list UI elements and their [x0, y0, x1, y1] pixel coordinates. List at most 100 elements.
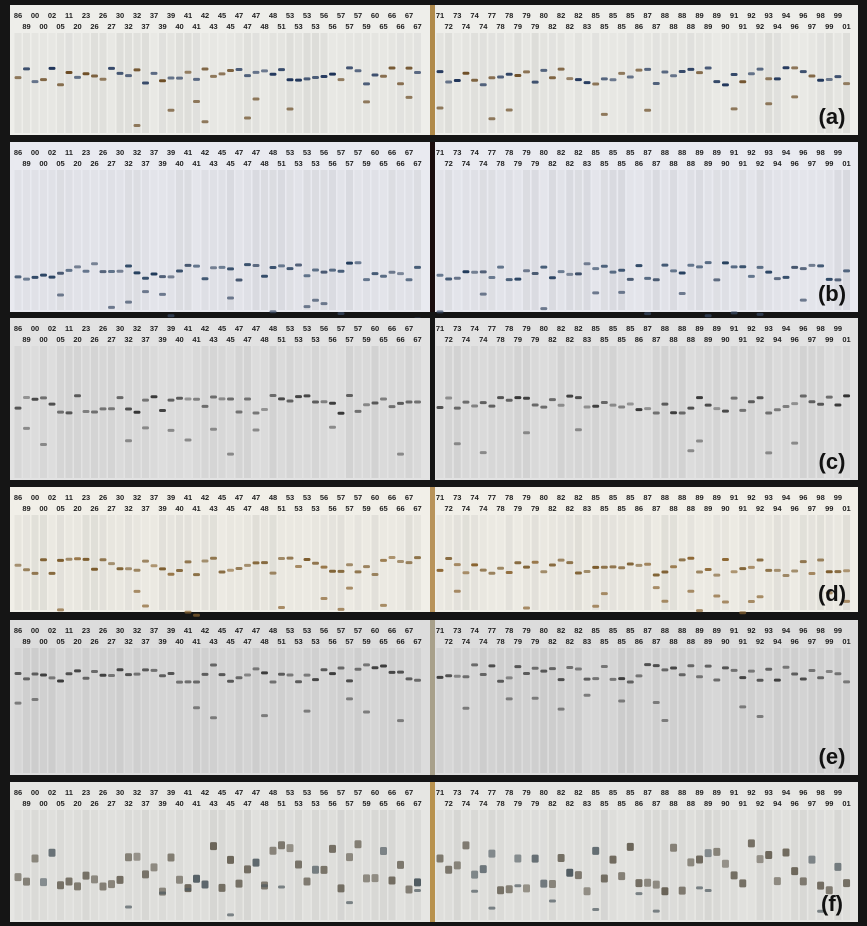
lane-label: 20: [73, 22, 81, 31]
band: [252, 264, 260, 268]
lane-label: 42: [201, 11, 209, 20]
band: [661, 887, 669, 896]
lane-label: 91: [739, 159, 747, 168]
band: [462, 400, 470, 404]
band: [388, 66, 396, 70]
lane-label: 82: [566, 159, 574, 168]
lane-label: 66: [388, 626, 396, 635]
band: [808, 571, 816, 575]
lane-streak: [295, 170, 302, 310]
lane-streak: [497, 33, 505, 133]
band: [557, 403, 565, 407]
band: [817, 264, 825, 268]
band: [159, 567, 166, 571]
band: [388, 876, 396, 885]
lane-streak: [739, 810, 746, 920]
lane-label: 96: [799, 324, 807, 333]
lane-label: 00: [31, 148, 39, 157]
lane-label: 79: [514, 504, 522, 513]
band: [730, 396, 738, 400]
lane-label: 74: [470, 788, 479, 797]
band: [312, 268, 319, 272]
lane-label: 47: [235, 493, 243, 502]
lane-label: 82: [557, 626, 565, 635]
band: [218, 673, 226, 677]
lane-streak: [747, 346, 755, 478]
lane-streak: [679, 515, 686, 610]
band: [696, 570, 703, 574]
band: [414, 265, 421, 269]
band: [765, 270, 773, 274]
band: [488, 404, 496, 408]
band: [479, 401, 487, 405]
lane-label: 56: [320, 493, 328, 502]
band: [497, 566, 505, 570]
band: [252, 858, 260, 867]
lane-streak: [151, 648, 158, 773]
lane-label: 78: [496, 335, 504, 344]
band: [592, 82, 600, 86]
lane-label: 53: [311, 799, 319, 808]
band: [346, 563, 353, 567]
lane-label: 37: [141, 159, 149, 168]
lane-streak: [453, 346, 461, 478]
lane-label: 88: [687, 22, 695, 31]
lane-label: 89: [22, 504, 30, 513]
lane-label: 88: [687, 637, 695, 646]
band: [505, 676, 513, 680]
lane-streak: [653, 515, 660, 610]
band: [176, 875, 183, 884]
band: [210, 716, 217, 720]
band: [82, 676, 90, 680]
lane-streak: [618, 170, 626, 310]
lane-label: 57: [354, 324, 362, 333]
lane-streak: [696, 515, 703, 610]
lane-label: 37: [150, 788, 158, 797]
band: [57, 608, 64, 612]
lane-label: 91: [730, 324, 738, 333]
lane-label: 30: [116, 493, 124, 502]
band: [150, 863, 158, 872]
lane-label: 78: [496, 637, 504, 646]
lane-label: 94: [782, 788, 791, 797]
lane-streak: [414, 346, 421, 478]
lane-streak: [337, 648, 345, 773]
lane-streak: [244, 810, 251, 920]
lane-streak: [445, 170, 453, 310]
lane-streak: [609, 346, 617, 478]
lane-streak: [592, 515, 600, 610]
band: [23, 67, 30, 71]
band: [159, 79, 166, 83]
lane-label: 56: [320, 626, 328, 635]
band: [167, 398, 175, 402]
lane-label: 85: [600, 159, 608, 168]
lane-streak: [627, 346, 634, 478]
lane-label: 53: [303, 324, 311, 333]
band: [142, 870, 149, 879]
lane-streak: [354, 515, 362, 610]
lane-label: 26: [99, 788, 107, 797]
lane-streak: [74, 33, 81, 133]
lane-label: 85: [609, 626, 617, 635]
band: [704, 664, 712, 668]
band: [346, 697, 353, 701]
lane-label: 00: [31, 11, 39, 20]
band: [150, 395, 158, 399]
lane-streak: [295, 33, 302, 133]
band: [678, 558, 686, 562]
lane-streak: [687, 170, 695, 310]
lane-streak: [210, 346, 217, 478]
lane-streak: [497, 346, 505, 478]
band: [756, 715, 764, 719]
lane-streak: [125, 170, 132, 310]
lane-label: 27: [107, 159, 115, 168]
lane-streak: [592, 346, 600, 478]
lane-label: 51: [277, 335, 285, 344]
lane-label: 72: [444, 335, 452, 344]
lane-label: 05: [56, 159, 64, 168]
lane-label: 88: [678, 324, 686, 333]
band: [210, 556, 217, 560]
band: [235, 67, 243, 71]
band: [488, 849, 496, 858]
lane-streak: [618, 810, 625, 920]
